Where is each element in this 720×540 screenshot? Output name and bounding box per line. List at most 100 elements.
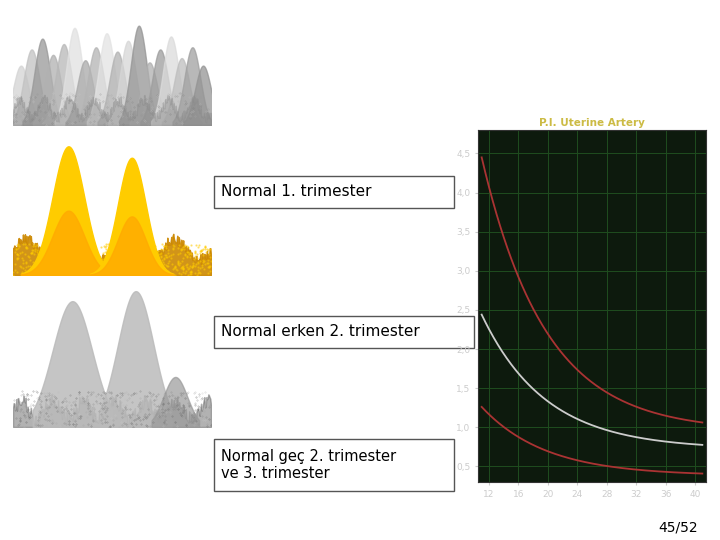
Point	[87, 261, 99, 270]
Point	[73, 268, 85, 277]
Point	[99, 248, 111, 257]
Point	[144, 247, 156, 256]
Point	[81, 242, 93, 251]
Point	[102, 259, 114, 268]
Point	[71, 266, 82, 274]
Point	[163, 252, 175, 260]
Point	[186, 262, 198, 271]
Point	[22, 271, 33, 279]
Point	[193, 266, 204, 274]
Point	[86, 269, 97, 278]
Point	[158, 264, 170, 272]
Point	[197, 260, 208, 269]
Point	[153, 249, 164, 258]
Point	[144, 248, 156, 256]
Point	[84, 248, 96, 257]
Point	[99, 261, 110, 269]
Point	[135, 263, 146, 272]
Point	[147, 242, 158, 251]
Point	[24, 253, 35, 262]
Point	[55, 258, 67, 267]
Point	[168, 241, 179, 250]
Point	[131, 252, 143, 261]
Point	[177, 268, 189, 276]
Point	[52, 256, 63, 265]
Point	[181, 263, 192, 272]
Point	[158, 265, 169, 273]
Point	[174, 240, 185, 249]
Point	[147, 254, 158, 262]
Point	[149, 271, 161, 279]
Point	[32, 258, 43, 267]
Point	[60, 254, 71, 263]
Point	[54, 268, 66, 277]
Point	[177, 264, 189, 273]
Point	[189, 249, 200, 258]
Point	[55, 260, 67, 269]
Point	[167, 244, 179, 253]
Point	[19, 239, 31, 248]
Point	[98, 242, 109, 251]
Point	[162, 246, 174, 254]
Point	[54, 258, 66, 266]
Point	[143, 250, 154, 259]
Point	[181, 242, 193, 251]
Point	[179, 268, 191, 277]
Point	[189, 262, 201, 271]
Point	[120, 253, 131, 262]
Point	[56, 251, 68, 260]
Point	[176, 263, 187, 272]
Point	[158, 242, 170, 251]
Point	[95, 266, 107, 274]
Point	[51, 257, 63, 266]
Point	[88, 256, 99, 265]
Point	[107, 254, 118, 262]
Point	[132, 256, 144, 265]
Point	[147, 245, 158, 253]
Point	[42, 244, 54, 253]
Point	[22, 269, 33, 278]
Point	[143, 252, 155, 260]
Point	[127, 264, 139, 272]
Point	[190, 260, 202, 268]
Point	[98, 249, 109, 258]
Point	[158, 253, 170, 262]
Point	[73, 244, 84, 252]
Point	[12, 249, 23, 258]
Point	[83, 261, 94, 269]
Point	[203, 263, 215, 272]
Point	[54, 245, 66, 254]
Point	[100, 240, 112, 248]
Point	[81, 257, 92, 266]
Point	[140, 244, 152, 252]
Point	[167, 244, 179, 252]
Point	[37, 254, 48, 262]
Point	[21, 244, 32, 252]
Point	[71, 266, 83, 274]
Point	[59, 256, 71, 265]
Point	[198, 251, 210, 260]
Point	[169, 263, 181, 272]
Point	[174, 259, 186, 267]
Point	[106, 249, 117, 258]
Point	[28, 264, 40, 273]
Point	[61, 246, 73, 254]
Point	[127, 261, 139, 269]
Point	[123, 249, 135, 258]
Point	[91, 258, 102, 267]
Point	[148, 251, 160, 259]
Point	[191, 271, 202, 279]
Text: 20-24. hft Uterin Arter PI Ölçülmesi: 20-24. hft Uterin Arter PI Ölçülmesi	[22, 29, 613, 63]
Point	[105, 264, 117, 273]
Point	[102, 240, 114, 249]
Point	[128, 243, 140, 252]
Point	[27, 271, 38, 279]
Point	[10, 245, 22, 253]
Point	[148, 269, 159, 278]
Point	[96, 259, 108, 267]
Point	[20, 242, 32, 251]
Point	[89, 252, 100, 261]
Point	[80, 252, 91, 260]
Point	[99, 243, 111, 252]
Point	[83, 252, 94, 260]
